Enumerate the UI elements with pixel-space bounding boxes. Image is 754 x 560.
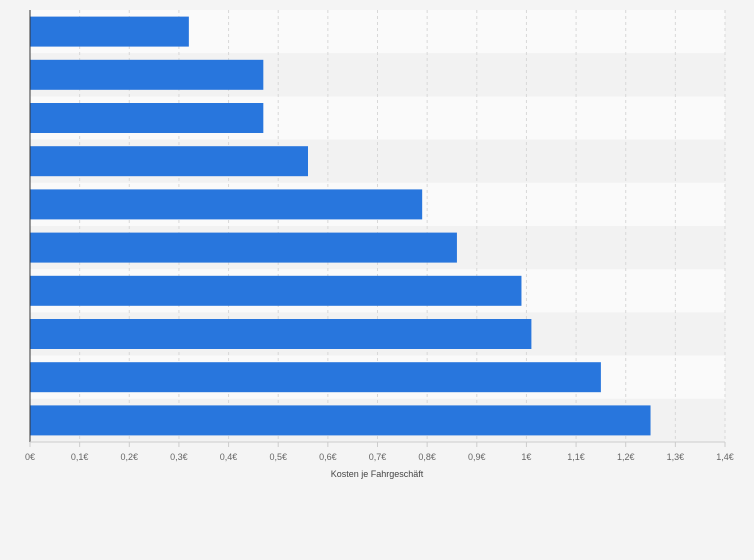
bar[interactable] [30,59,264,90]
bar[interactable] [30,275,522,306]
x-tick-label: 0,4€ [220,452,238,462]
x-tick-label: 0,8€ [418,452,436,462]
bar[interactable] [30,103,264,133]
x-tick-label: 1,3€ [667,452,685,462]
bar[interactable] [30,232,457,263]
bar[interactable] [30,405,651,436]
x-tick-label: 0,9€ [468,452,486,462]
x-tick-label: 1,1€ [567,452,585,462]
x-tick-label: 0,3€ [170,452,188,462]
x-tick-label: 1,2€ [617,452,635,462]
x-tick-label: 0,6€ [319,452,337,462]
bar[interactable] [30,362,601,393]
x-tick-labels: 0€ 0,1€ 0,2€ 0,3€ 0,4€ 0,5€ 0,6€ 0,7€ 0,8€ 0,9€ 1€… [25,442,734,462]
bars [30,16,651,436]
bar[interactable] [30,189,423,220]
x-tick-label: 0,1€ [71,452,89,462]
bar[interactable] [30,319,532,349]
x-axis-title: Kosten je Fahrgeschäft [331,469,424,479]
bar[interactable] [30,16,189,47]
x-tick-label: 1,4€ [716,452,734,462]
x-tick-label: 1€ [521,452,531,462]
x-tick-label: 0,5€ [269,452,287,462]
x-tick-label: 0,7€ [369,452,387,462]
x-tick-label: 0€ [25,452,35,462]
x-tick-label: 0,2€ [121,452,139,462]
bar[interactable] [30,146,308,177]
